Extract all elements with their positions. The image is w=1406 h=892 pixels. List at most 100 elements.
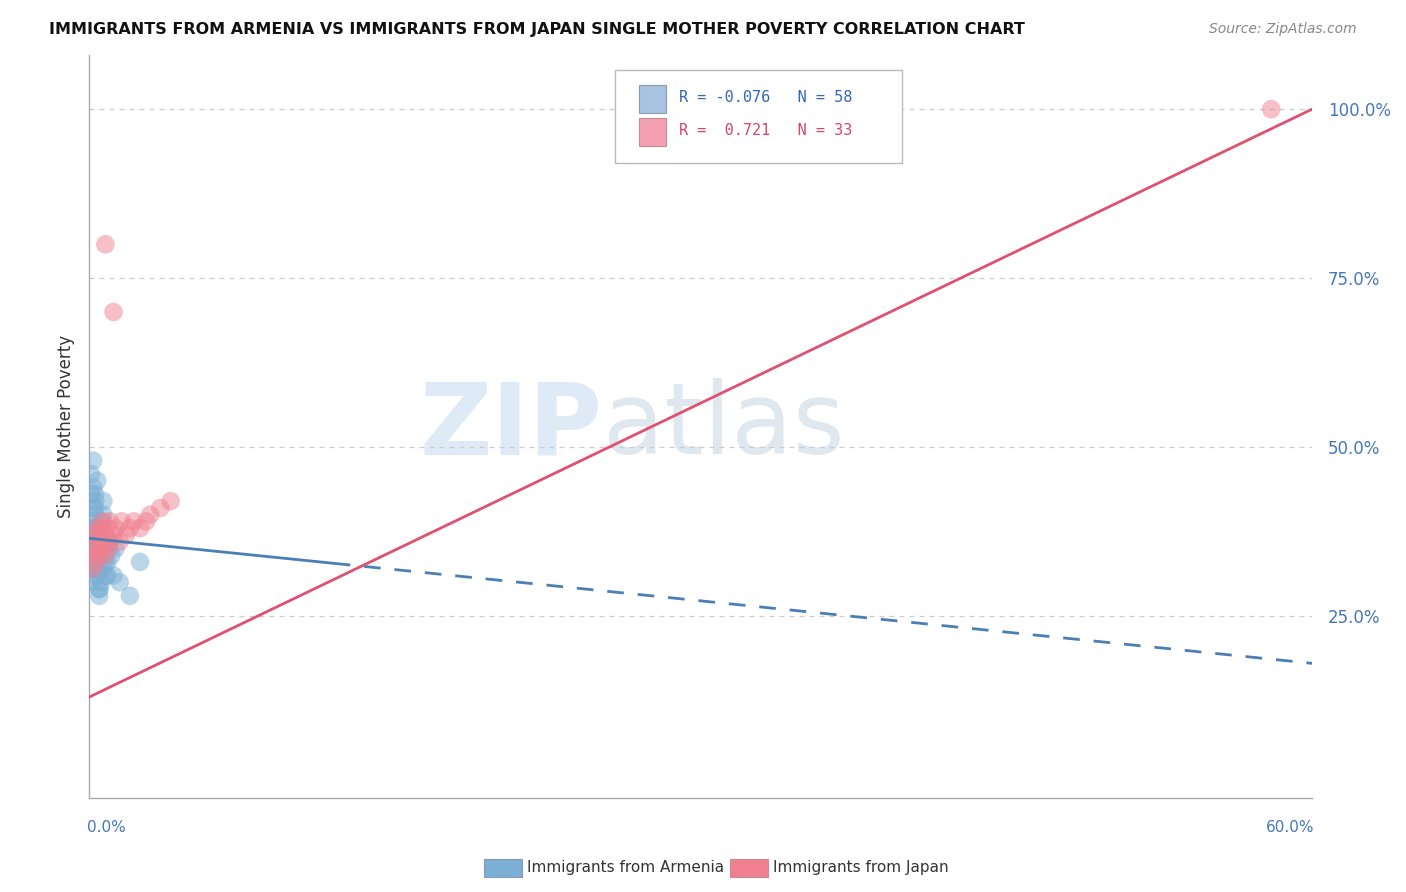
Point [98,534,121,549]
Point [94,534,117,549]
Point [89,528,111,542]
Point [89,534,111,549]
Point [86,528,108,542]
Text: R =  0.721   N = 33: R = 0.721 N = 33 [679,123,852,137]
Point [91,515,114,529]
Point [129,555,152,569]
Point [122,515,145,529]
Point [96,541,118,556]
Point [86,521,108,535]
Point [80,548,103,562]
Point [103,568,125,582]
Point [86,521,108,535]
Bar [640,118,666,145]
Point [108,575,131,590]
Point [82,453,104,467]
Point [90,534,112,549]
Point [89,589,111,603]
Point [82,562,104,576]
Point [82,500,104,515]
Point [91,562,114,576]
Point [84,528,107,542]
Point [86,562,108,576]
Point [90,541,112,556]
Point [84,500,107,515]
Point [90,515,112,529]
Point [98,541,121,556]
Point [135,515,157,529]
Text: 0.0%: 0.0% [87,820,125,835]
Point [84,487,107,501]
Point [91,494,114,508]
Point [89,548,111,562]
Text: ZIP: ZIP [420,378,603,475]
Point [86,568,108,582]
Text: Immigrants from Armenia: Immigrants from Armenia [527,861,724,875]
Point [96,555,118,569]
Point [89,528,111,542]
Point [86,541,108,556]
Point [89,562,111,576]
Point [118,589,141,603]
Point [159,494,181,508]
Point [94,528,117,542]
Point [86,474,108,488]
Point [82,555,104,569]
Point [96,568,118,582]
Point [91,534,114,549]
Point [86,541,108,556]
Point [90,548,112,562]
Point [84,494,107,508]
Point [84,534,107,549]
Point [111,515,134,529]
Point [82,541,104,556]
Point [104,521,127,535]
Point [84,562,107,576]
Point [100,548,122,562]
Point [91,508,114,522]
Point [80,487,103,501]
Point [82,521,104,535]
Point [139,508,162,522]
Text: 60.0%: 60.0% [1265,820,1315,835]
Point [82,568,104,582]
Point [89,582,111,596]
Point [98,515,121,529]
Point [90,575,112,590]
Point [89,548,111,562]
Point [103,305,125,319]
Point [82,481,104,495]
Point [84,548,107,562]
Point [84,521,107,535]
Point [118,521,141,535]
Point [84,555,107,569]
Point [90,548,112,562]
Point [84,555,107,569]
Y-axis label: Single Mother Poverty: Single Mother Poverty [58,335,75,518]
Point [90,521,112,535]
Point [80,575,103,590]
Point [94,555,117,569]
Text: atlas: atlas [603,378,845,475]
Point [1260,102,1282,116]
Text: IMMIGRANTS FROM ARMENIA VS IMMIGRANTS FROM JAPAN SINGLE MOTHER POVERTY CORRELATI: IMMIGRANTS FROM ARMENIA VS IMMIGRANTS FR… [49,22,1025,37]
Point [114,528,136,542]
Point [86,528,108,542]
Point [94,548,117,562]
Point [86,541,108,556]
Point [80,515,103,529]
Point [129,521,152,535]
Point [98,534,121,549]
Text: Immigrants from Japan: Immigrants from Japan [773,861,949,875]
Text: Source: ZipAtlas.com: Source: ZipAtlas.com [1209,22,1357,37]
Point [104,541,127,556]
Point [96,521,118,535]
Point [82,534,104,549]
Point [80,467,103,482]
Point [84,541,107,556]
Point [94,568,117,582]
Point [108,534,131,549]
Point [94,237,117,252]
Point [89,582,111,596]
FancyBboxPatch shape [614,70,903,163]
